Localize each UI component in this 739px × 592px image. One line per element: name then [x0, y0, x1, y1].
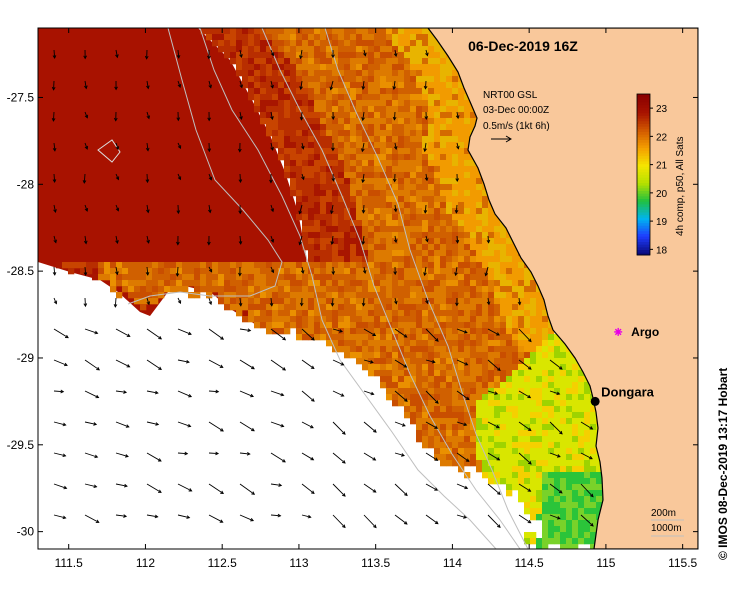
argo-label: Argo — [631, 325, 659, 339]
credit-text: © IMOS 08-Dec-2019 13:17 Hobart — [716, 367, 730, 560]
colorbar-tick-label: 19 — [656, 217, 668, 228]
colorbar-tick-label: 21 — [656, 161, 668, 172]
lon-tick-label: 111.5 — [55, 556, 84, 570]
lat-tick-label: -29.5 — [7, 438, 35, 452]
lon-tick-label: 115.5 — [668, 556, 697, 570]
land-mass — [427, 28, 698, 549]
latitude-axis: -27.5 -28 -28.5 -29 -29.5 -30 — [7, 90, 698, 539]
current-vectors — [51, 49, 594, 529]
current-legend-scale: 0.5m/s (1kt 6h) — [483, 121, 550, 132]
colorbar-frame — [636, 93, 651, 256]
sst-warm-core — [38, 28, 308, 326]
colorbar-tick-label: 18 — [656, 245, 668, 256]
lon-tick-label: 114 — [443, 556, 462, 570]
isobath-seamount — [97, 139, 121, 163]
isobath-legend-200m: 200m — [651, 508, 676, 519]
lon-tick-label: 112.5 — [208, 556, 237, 570]
isobath-line — [199, 28, 497, 549]
isobath-legend-1000m: 1000m — [651, 523, 682, 534]
dongara-label: Dongara — [601, 384, 655, 399]
current-legend-arrowhead — [505, 135, 512, 143]
isobath-line — [127, 28, 283, 305]
lat-tick-label: -30 — [17, 525, 35, 539]
isobath-line — [261, 28, 521, 549]
longitude-axis: 111.5 112 112.5 113 113.5 114 114.5 115 115.5 — [55, 28, 698, 570]
lat-tick-label: -28.5 — [7, 264, 35, 278]
argo-marker — [614, 327, 623, 336]
lon-tick-label: 113.5 — [361, 556, 390, 570]
lon-tick-label: 112 — [136, 556, 155, 570]
current-legend: NRT00 GSL 03-Dec 00:00Z 0.5m/s (1kt 6h) — [483, 90, 550, 143]
isobath-line — [324, 28, 529, 549]
colorbar: 23 22 21 20 19 18 4h comp, p50, All Sats — [636, 93, 686, 256]
current-legend-model: NRT00 GSL — [483, 90, 538, 101]
lon-tick-label: 114.5 — [515, 556, 544, 570]
lat-tick-label: -29 — [17, 351, 35, 365]
isobath-lines — [97, 28, 529, 549]
isobath-legend: 200m 1000m — [651, 508, 684, 537]
map-frame — [37, 27, 699, 550]
current-legend-time: 03-Dec 00:00Z — [483, 105, 549, 116]
sst-field — [38, 28, 609, 549]
lat-tick-label: -28 — [17, 177, 35, 191]
lon-tick-label: 113 — [289, 556, 308, 570]
colorbar-label: 4h comp, p50, All Sats — [675, 136, 686, 236]
colorbar-tick-label: 23 — [656, 104, 668, 115]
lon-tick-label: 115 — [596, 556, 615, 570]
lat-tick-label: -27.5 — [7, 90, 35, 104]
dongara-marker — [590, 396, 600, 406]
colorbar-tick-label: 20 — [656, 189, 668, 200]
colorbar-tick-label: 22 — [656, 132, 668, 143]
map-title: 06-Dec-2019 16Z — [468, 38, 578, 54]
place-markers: Dongara Argo — [590, 325, 659, 406]
